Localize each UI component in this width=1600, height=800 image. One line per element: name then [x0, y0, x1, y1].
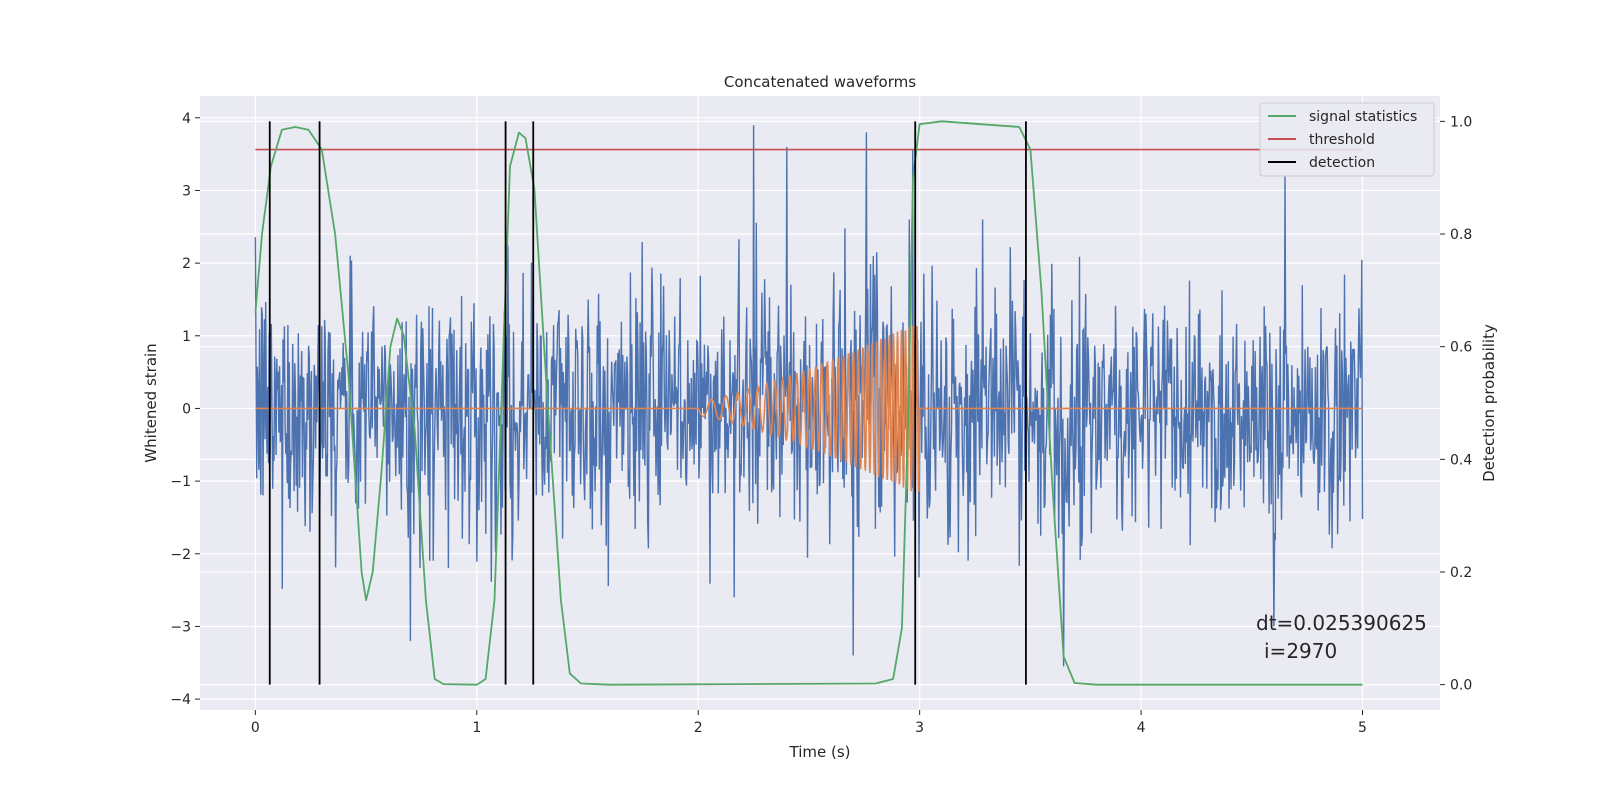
y2-tick-label: 0.8	[1450, 227, 1472, 243]
series-layer	[254, 120, 1364, 686]
x-tick-label: 2	[694, 720, 703, 736]
y-tick-label: 4	[182, 111, 191, 127]
ticks-layer: 0 1 2 3 4 5 −4 −3 −2 −1 0 1 2 3 4 0.0 0.2 0.4 0.6 0.8 1.0	[170, 111, 1472, 736]
x-axis-label: Time (s)	[789, 743, 851, 761]
y-tick-label: −1	[170, 474, 191, 490]
y2-tick-label: 1.0	[1450, 114, 1472, 130]
y-tick-label: −2	[170, 547, 191, 563]
y2-tick-label: 0.4	[1450, 452, 1472, 468]
chart-title: Concatenated waveforms	[724, 73, 916, 91]
y-tick-label: −4	[170, 692, 191, 708]
y-tick-label: 1	[182, 329, 191, 345]
x-tick-label: 4	[1137, 720, 1146, 736]
y-tick-label: 0	[182, 401, 191, 417]
y2-tick-label: 0.0	[1450, 678, 1472, 694]
y2-tick-label: 0.2	[1450, 565, 1472, 581]
y2-axis-label: Detection probability	[1480, 324, 1498, 482]
y-tick-label: 3	[182, 183, 191, 199]
series-injected-chirp	[255, 325, 1363, 492]
annotation-dt: dt=0.025390625	[1256, 611, 1427, 635]
x-tick-label: 3	[915, 720, 924, 736]
series-signal-statistics	[254, 120, 1363, 686]
x-tick-label: 0	[251, 720, 260, 736]
y-axis-label: Whitened strain	[142, 343, 160, 462]
x-tick-label: 5	[1358, 720, 1367, 736]
annotation-i: i=2970	[1264, 639, 1337, 663]
legend-box	[1259, 102, 1435, 177]
y-tick-label: 2	[182, 256, 191, 272]
series-whitened-strain	[254, 125, 1364, 667]
legend-label-detection: detection	[1309, 155, 1375, 171]
x-tick-label: 1	[472, 720, 481, 736]
y-tick-label: −3	[170, 619, 191, 635]
legend-label-threshold: threshold	[1309, 132, 1375, 148]
y2-tick-label: 0.6	[1450, 340, 1472, 356]
legend: signal statistics threshold detection	[1259, 102, 1435, 177]
legend-label-signal-statistics: signal statistics	[1309, 109, 1417, 125]
